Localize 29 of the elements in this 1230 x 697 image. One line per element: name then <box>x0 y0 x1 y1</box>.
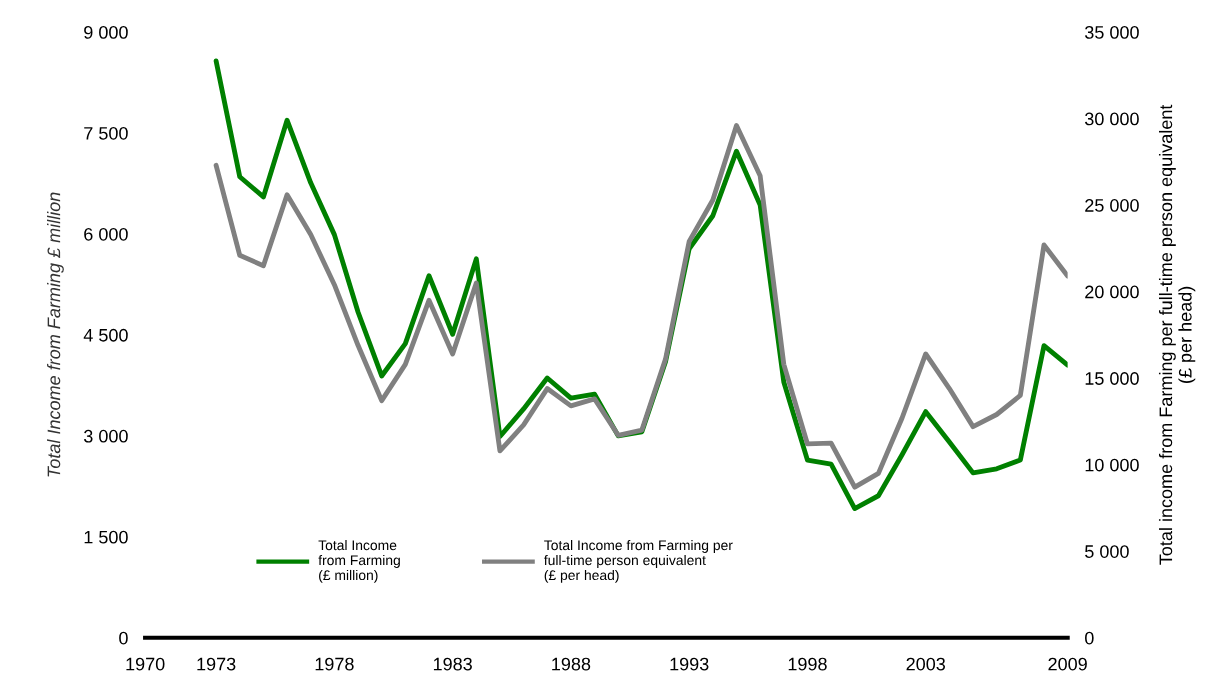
y-tick-label: 0 <box>119 631 128 645</box>
y-tick-label: 9 000 <box>84 26 128 39</box>
y2-tick-label: 35 000 <box>1084 26 1139 39</box>
y-tick-label: 3 000 <box>83 429 128 443</box>
y2-tick-label: 20 000 <box>1085 285 1139 299</box>
y-tick-label: 1 500 <box>84 530 128 544</box>
legend-label: Total Income from Farming (£ million) <box>318 539 400 583</box>
line-series <box>213 123 1068 490</box>
y-tick-label: 7 500 <box>84 126 128 140</box>
y2-tick-label: 15 000 <box>1085 372 1139 385</box>
x-tick-label: 1978 <box>315 657 354 671</box>
x-tick-label: 1970 <box>126 657 165 671</box>
y-tick-label: 4 500 <box>83 328 128 342</box>
y2-axis-title: Total income from Farming per full-time person equivalent (£ per head) <box>1158 104 1196 565</box>
x-tick-label: 1993 <box>670 657 709 671</box>
y2-tick-label: 0 <box>1085 631 1094 645</box>
x-tick-label: 1973 <box>197 657 236 671</box>
y2-tick-label: 10 000 <box>1085 458 1139 472</box>
x-tick-label: 2009 <box>1048 657 1087 671</box>
y2-tick-label: 5 000 <box>1085 545 1129 558</box>
x-tick-label: 2003 <box>906 657 946 671</box>
y2-tick-label: 30 000 <box>1084 112 1139 126</box>
x-tick-label: 1988 <box>552 657 591 671</box>
legend-label: Total Income from Farming per full-time person equivalent (£ per head) <box>544 539 733 583</box>
x-tick-label: 1998 <box>788 657 827 671</box>
y-axis-title: Total Income from Farming £ million <box>47 192 64 477</box>
x-tick-label: 1983 <box>433 657 472 671</box>
y-tick-label: 6 000 <box>84 227 128 241</box>
y2-tick-label: 25 000 <box>1085 199 1139 212</box>
